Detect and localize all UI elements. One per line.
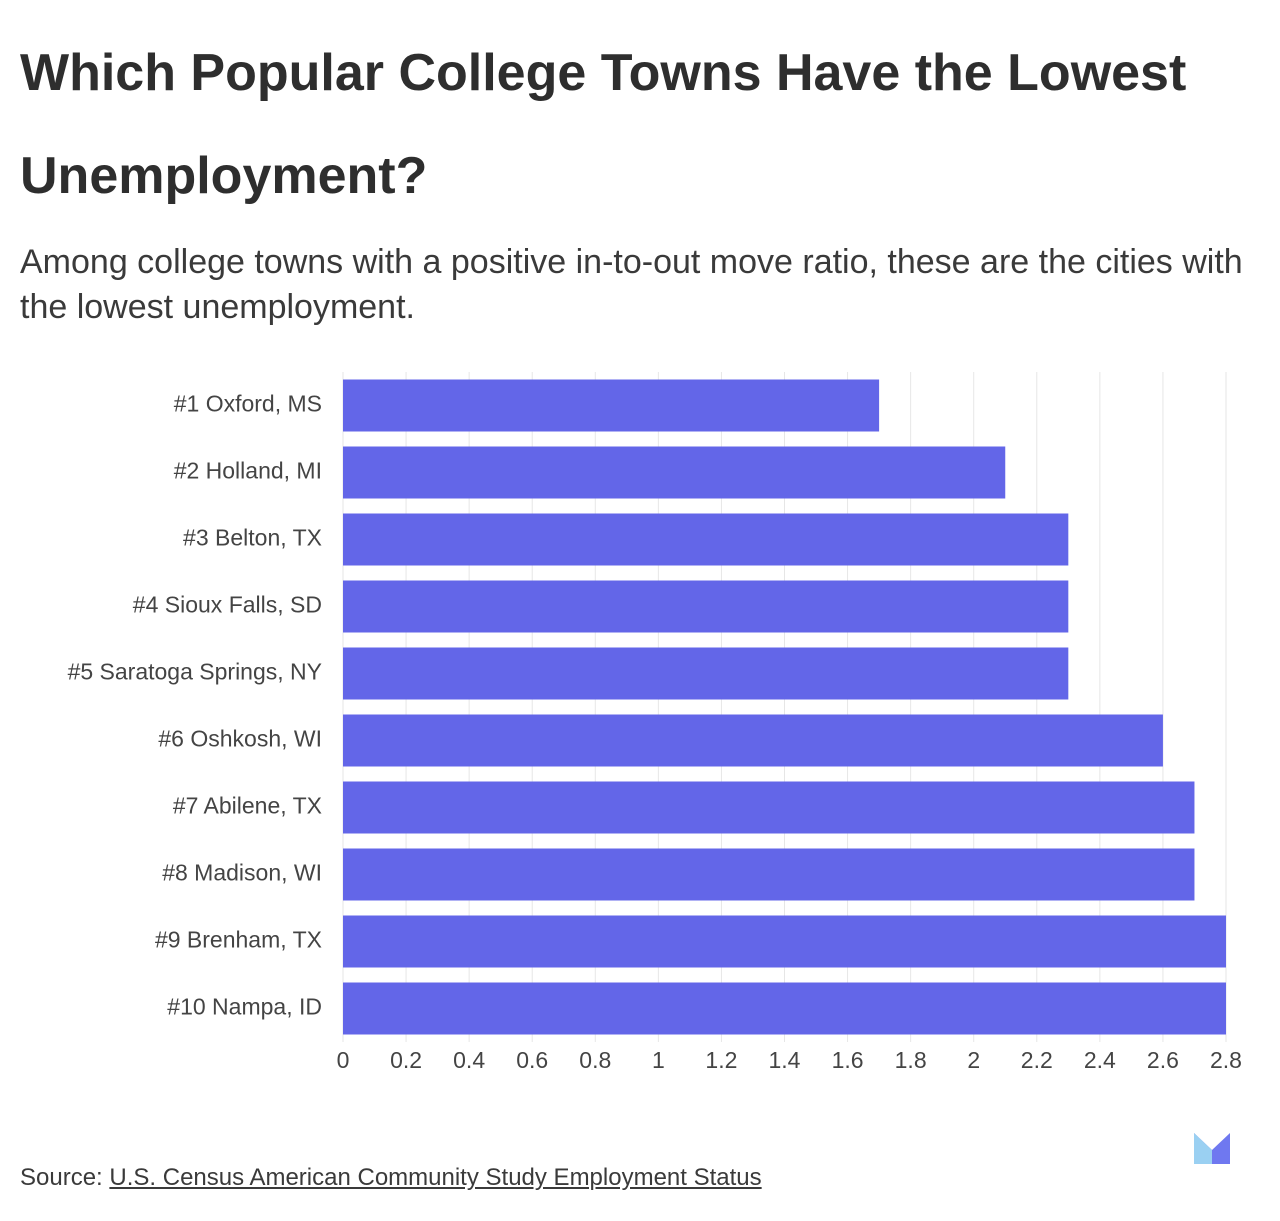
x-tick-label: 2.8 (1210, 1047, 1242, 1073)
x-tick-label: 0.8 (579, 1047, 611, 1073)
x-tick-label: 0 (337, 1047, 350, 1073)
bar (343, 915, 1226, 968)
chart-subtitle: Among college towns with a positive in-t… (20, 243, 1243, 326)
y-tick-label: #9 Brenham, TX (155, 927, 322, 953)
bar (343, 513, 1069, 566)
bar (343, 781, 1195, 834)
bar (343, 446, 1006, 499)
x-tick-label: 2 (967, 1047, 980, 1073)
y-tick-label: #3 Belton, TX (183, 525, 322, 551)
source-link[interactable]: U.S. Census American Community Study Emp… (109, 1164, 762, 1191)
bar (343, 580, 1069, 633)
bar (343, 647, 1069, 700)
y-tick-label: #6 Oshkosh, WI (158, 726, 322, 752)
bar (343, 848, 1195, 901)
x-tick-label: 1.4 (769, 1047, 801, 1073)
y-tick-label: #7 Abilene, TX (173, 793, 322, 819)
x-tick-label: 2.4 (1084, 1047, 1116, 1073)
y-tick-label: #8 Madison, WI (162, 860, 322, 886)
x-tick-label: 1.8 (895, 1047, 927, 1073)
x-tick-label: 1.6 (832, 1047, 864, 1073)
logo-shape (1194, 1133, 1212, 1164)
y-tick-label: #5 Saratoga Springs, NY (68, 659, 322, 685)
x-tick-label: 1 (652, 1047, 665, 1073)
logo (1194, 1133, 1230, 1164)
source-label: Source: (20, 1164, 103, 1191)
bar (343, 379, 880, 432)
bar (343, 714, 1163, 767)
y-tick-label: #2 Holland, MI (174, 458, 322, 484)
bar (343, 982, 1226, 1035)
x-tick-label: 2.2 (1021, 1047, 1053, 1073)
y-tick-label: #4 Sioux Falls, SD (133, 592, 322, 618)
source: Source: U.S. Census American Community S… (20, 1164, 762, 1192)
y-tick-label: #1 Oxford, MS (174, 391, 322, 417)
x-tick-label: 2.6 (1147, 1047, 1179, 1073)
x-tick-label: 0.2 (390, 1047, 422, 1073)
y-tick-label: #10 Nampa, ID (167, 994, 322, 1020)
x-tick-label: 0.6 (516, 1047, 548, 1073)
x-tick-label: 1.2 (705, 1047, 737, 1073)
x-tick-label: 0.4 (453, 1047, 485, 1073)
chart-title: Which Popular College Towns Have the Low… (20, 44, 1187, 205)
